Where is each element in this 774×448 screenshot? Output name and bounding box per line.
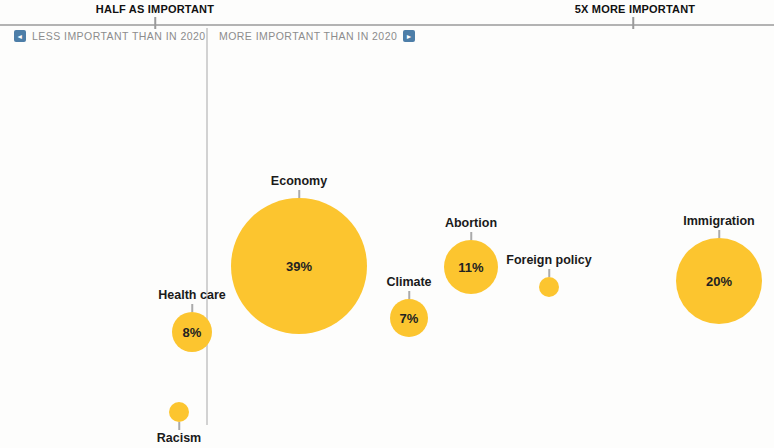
bubble-label-health-care: Health care — [158, 288, 225, 303]
bubble-foreign-policy — [539, 277, 559, 297]
axis-label-5x: 5X MORE IMPORTANT — [575, 3, 696, 15]
bubble-label-racism: Racism — [157, 431, 201, 446]
arrow-right-icon: ► — [403, 30, 415, 42]
bubble-economy: 39% — [231, 198, 367, 334]
label-tick-immigration — [718, 230, 720, 238]
axis-tick-5x — [632, 17, 634, 29]
bubble-label-immigration: Immigration — [683, 214, 755, 229]
bubble-pct-climate: 7% — [400, 311, 419, 326]
bubble-immigration: 20% — [676, 238, 762, 324]
bubble-pct-abortion: 11% — [458, 260, 483, 275]
bubble-pct-health-care: 8% — [183, 325, 202, 340]
bubble-chart: HALF AS IMPORTANT 5X MORE IMPORTANT ◄ LE… — [0, 0, 774, 448]
bubble-label-economy: Economy — [271, 174, 327, 189]
axis-tick-half — [154, 17, 156, 29]
bubble-racism — [169, 402, 189, 422]
bubble-label-foreign-policy: Foreign policy — [506, 253, 591, 268]
bubble-abortion: 11% — [444, 240, 498, 294]
bubble-pct-economy: 39% — [286, 259, 312, 274]
label-tick-climate — [408, 291, 410, 299]
bubble-pct-immigration: 20% — [706, 274, 732, 289]
zone-label-less: ◄ LESS IMPORTANT THAN IN 2020 — [14, 30, 206, 42]
label-tick-health-care — [191, 304, 193, 312]
axis-rule — [0, 24, 774, 26]
zone-label-more: MORE IMPORTANT THAN IN 2020 ► — [219, 30, 415, 42]
bubble-climate: 7% — [390, 299, 428, 337]
arrow-left-icon: ◄ — [14, 30, 26, 42]
label-tick-economy — [298, 190, 300, 198]
bubble-label-abortion: Abortion — [445, 216, 497, 231]
label-tick-foreign-policy — [548, 269, 550, 277]
label-tick-abortion — [470, 232, 472, 240]
baseline-1x-divider — [206, 28, 208, 425]
zone-label-more-text: MORE IMPORTANT THAN IN 2020 — [219, 30, 397, 42]
bubble-health-care: 8% — [172, 312, 212, 352]
zone-label-less-text: LESS IMPORTANT THAN IN 2020 — [32, 30, 206, 42]
axis-label-half: HALF AS IMPORTANT — [96, 3, 214, 15]
bubble-label-climate: Climate — [386, 275, 431, 290]
label-tick-racism — [178, 422, 180, 430]
